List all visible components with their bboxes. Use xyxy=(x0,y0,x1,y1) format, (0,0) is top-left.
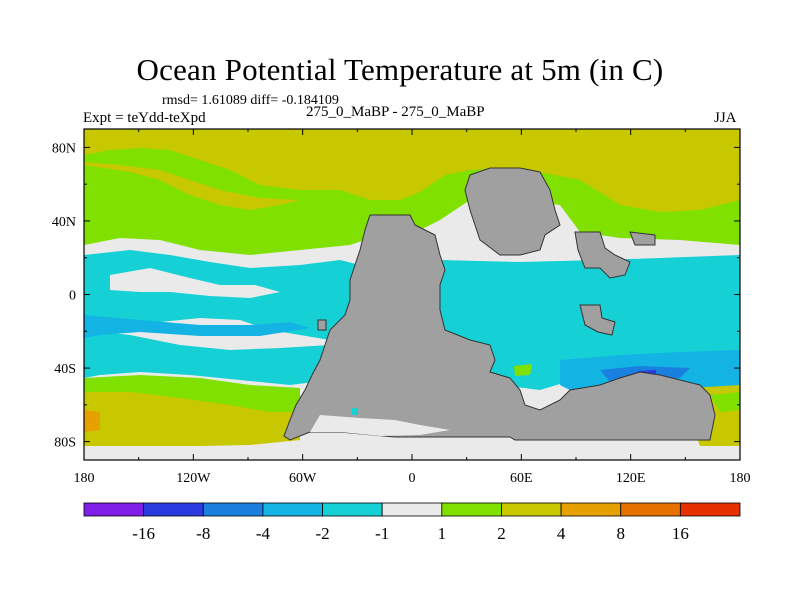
field-mid-green xyxy=(514,364,532,376)
colorbar-swatch xyxy=(381,502,443,517)
colorbar-swatch xyxy=(262,502,323,517)
lon-tick-label: 120W xyxy=(176,471,211,486)
land-asia xyxy=(464,167,561,256)
field-south-yellow xyxy=(84,392,300,446)
lat-tick-label: 0 xyxy=(69,289,76,304)
field-south-cyan xyxy=(84,330,330,385)
experiment-label: Expt = teYdd-teXpd xyxy=(83,110,206,126)
lon-tick-label: 60W xyxy=(289,471,317,486)
lon-tick-label: 180 xyxy=(730,471,751,486)
field-south-orange xyxy=(84,410,100,432)
lat-tick-label: 40S xyxy=(54,362,76,377)
lat-tick-label: 40N xyxy=(52,215,76,230)
lon-tick-label: 0 xyxy=(409,471,416,486)
stats-line: rmsd= 1.61089 diff= -0.184109 xyxy=(162,93,339,108)
lon-axis: 180 120W 60W 0 60E 120E 180 xyxy=(74,129,751,486)
center-label: 275_0_MaBP - 275_0_MaBP xyxy=(306,104,485,120)
colorbar-swatch xyxy=(83,502,145,517)
colorbar-swatch xyxy=(143,502,204,517)
land-pac-islands-2 xyxy=(629,231,656,246)
colorbar-swatch xyxy=(441,502,502,517)
colorbar-swatch xyxy=(620,502,681,517)
field-north-yellow-2 xyxy=(84,162,300,210)
colorbar-label: 4 xyxy=(557,524,566,543)
colorbar-label: 16 xyxy=(672,524,689,543)
lon-tick-label: 120E xyxy=(616,471,646,486)
field-east-green xyxy=(710,392,740,412)
colorbar-label: 8 xyxy=(616,524,625,543)
map-field xyxy=(84,129,740,460)
colorbar-swatch xyxy=(202,502,264,517)
lat-tick-label: 80S xyxy=(54,436,76,451)
land-pac-islands xyxy=(579,304,616,336)
colorbar-label: -2 xyxy=(315,524,329,543)
colorbar-swatch xyxy=(322,502,383,517)
colorbar-swatch xyxy=(560,502,622,517)
field-south-blue xyxy=(84,315,310,338)
land-east-islands xyxy=(574,231,631,279)
lat-tick-label: 80N xyxy=(52,141,76,156)
colorbar-label: -16 xyxy=(132,524,155,543)
lat-axis: 80N 40N 0 40S 80S xyxy=(52,141,740,451)
season-label: JJA xyxy=(714,110,737,126)
field-north-yellow xyxy=(84,129,740,212)
colorbar-label: 1 xyxy=(438,524,447,543)
colorbar-swatch xyxy=(679,502,741,517)
lon-tick-label: 180 xyxy=(74,471,95,486)
colorbar-label: -4 xyxy=(256,524,271,543)
land-western xyxy=(283,214,716,441)
map-title: Ocean Potential Temperature at 5m (in C) xyxy=(136,52,664,87)
colorbar-label: -8 xyxy=(196,524,210,543)
colorbar-label: 2 xyxy=(497,524,506,543)
field-interior-white xyxy=(310,415,450,436)
colorbar: -16 -8 -4 -2 -1 1 2 4 8 16 xyxy=(83,502,741,543)
colorbar-label: -1 xyxy=(375,524,389,543)
field-pacific-swirl xyxy=(110,268,280,298)
colorbar-swatch xyxy=(501,502,562,517)
field-antarctic xyxy=(84,446,740,460)
lon-tick-label: 60E xyxy=(510,471,533,486)
field-interior-cyan xyxy=(352,408,358,415)
land-small-1 xyxy=(317,319,327,331)
